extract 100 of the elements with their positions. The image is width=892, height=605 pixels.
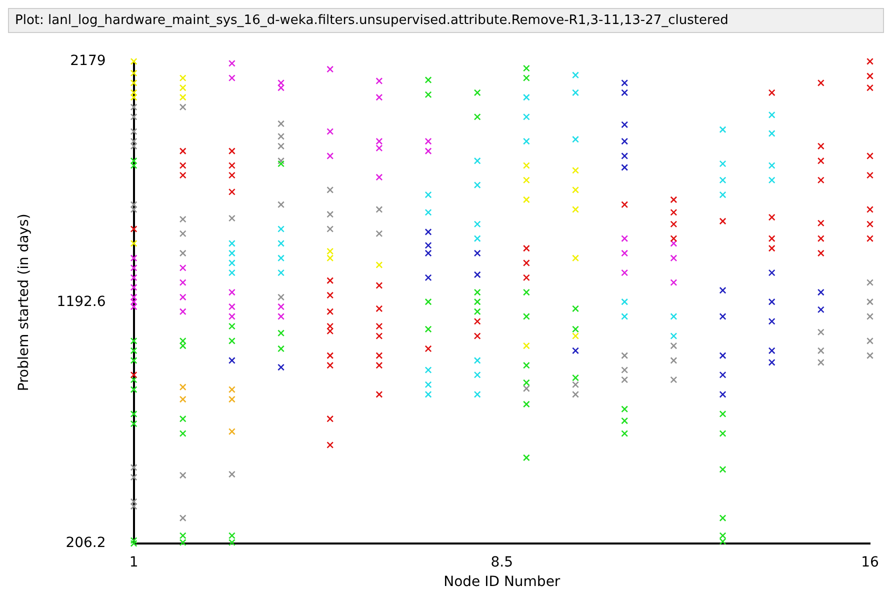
point	[866, 298, 874, 306]
point	[278, 132, 285, 140]
point	[719, 390, 726, 398]
point	[768, 244, 776, 252]
point	[474, 113, 481, 120]
point	[424, 148, 432, 155]
point	[768, 235, 776, 242]
point	[621, 417, 628, 424]
point	[376, 206, 383, 213]
point	[719, 410, 726, 418]
point	[866, 172, 874, 179]
point	[228, 148, 236, 155]
point	[522, 176, 530, 184]
point	[474, 288, 481, 296]
point	[474, 250, 481, 257]
point	[817, 176, 824, 184]
point	[278, 201, 285, 208]
point	[474, 271, 481, 278]
point	[424, 91, 432, 98]
point	[376, 390, 383, 398]
point	[866, 58, 874, 65]
point	[866, 279, 874, 286]
point	[670, 356, 678, 364]
point	[621, 121, 628, 128]
point	[572, 305, 579, 312]
point	[278, 364, 285, 371]
point	[376, 282, 383, 289]
point	[424, 138, 432, 145]
point	[130, 337, 138, 344]
point	[621, 250, 628, 257]
point	[719, 466, 726, 473]
point	[228, 428, 236, 436]
point	[866, 220, 874, 228]
point	[278, 226, 285, 232]
point	[866, 312, 874, 320]
point	[719, 371, 726, 378]
point	[621, 406, 628, 413]
point	[130, 104, 138, 111]
point	[424, 76, 432, 84]
point	[326, 442, 334, 448]
point	[474, 220, 481, 228]
point	[572, 347, 579, 354]
point	[228, 322, 236, 330]
point	[719, 176, 726, 184]
point	[130, 540, 138, 547]
point	[130, 376, 138, 384]
point	[326, 152, 334, 160]
point	[228, 250, 236, 257]
point	[522, 454, 530, 462]
point	[768, 318, 776, 325]
point	[278, 120, 285, 128]
point	[424, 326, 432, 333]
point	[866, 206, 874, 213]
y-axis-title: Problem started (in days)	[16, 214, 32, 392]
point	[866, 235, 874, 242]
point	[522, 342, 530, 350]
point	[228, 269, 236, 276]
point	[326, 128, 334, 135]
point	[621, 79, 628, 86]
point	[522, 138, 530, 145]
point	[179, 384, 186, 391]
point	[474, 89, 481, 96]
point	[130, 274, 138, 282]
point	[572, 326, 579, 333]
point	[130, 128, 138, 135]
point	[376, 305, 383, 312]
point	[474, 157, 481, 164]
point	[866, 72, 874, 80]
point	[621, 201, 628, 208]
point	[228, 303, 236, 310]
point	[817, 142, 824, 150]
point	[572, 332, 579, 340]
point	[179, 162, 186, 169]
point	[130, 264, 138, 272]
x-axis-title: Node ID Number	[444, 574, 560, 590]
point	[130, 70, 138, 77]
point	[278, 303, 285, 310]
point	[670, 235, 678, 242]
point	[424, 191, 432, 198]
point	[670, 376, 678, 384]
point	[474, 318, 481, 325]
point	[670, 279, 678, 286]
point	[572, 381, 579, 388]
point	[130, 240, 138, 247]
point	[817, 79, 824, 86]
point	[376, 352, 383, 360]
point	[179, 104, 186, 111]
point	[817, 220, 824, 227]
point	[179, 430, 186, 437]
point	[719, 514, 726, 522]
point	[719, 286, 726, 294]
point	[376, 362, 383, 369]
point	[326, 362, 334, 369]
point	[719, 430, 726, 437]
point	[278, 254, 285, 262]
point	[278, 157, 285, 164]
point	[474, 390, 481, 398]
point	[621, 376, 628, 384]
point	[670, 220, 678, 228]
point	[228, 259, 236, 266]
